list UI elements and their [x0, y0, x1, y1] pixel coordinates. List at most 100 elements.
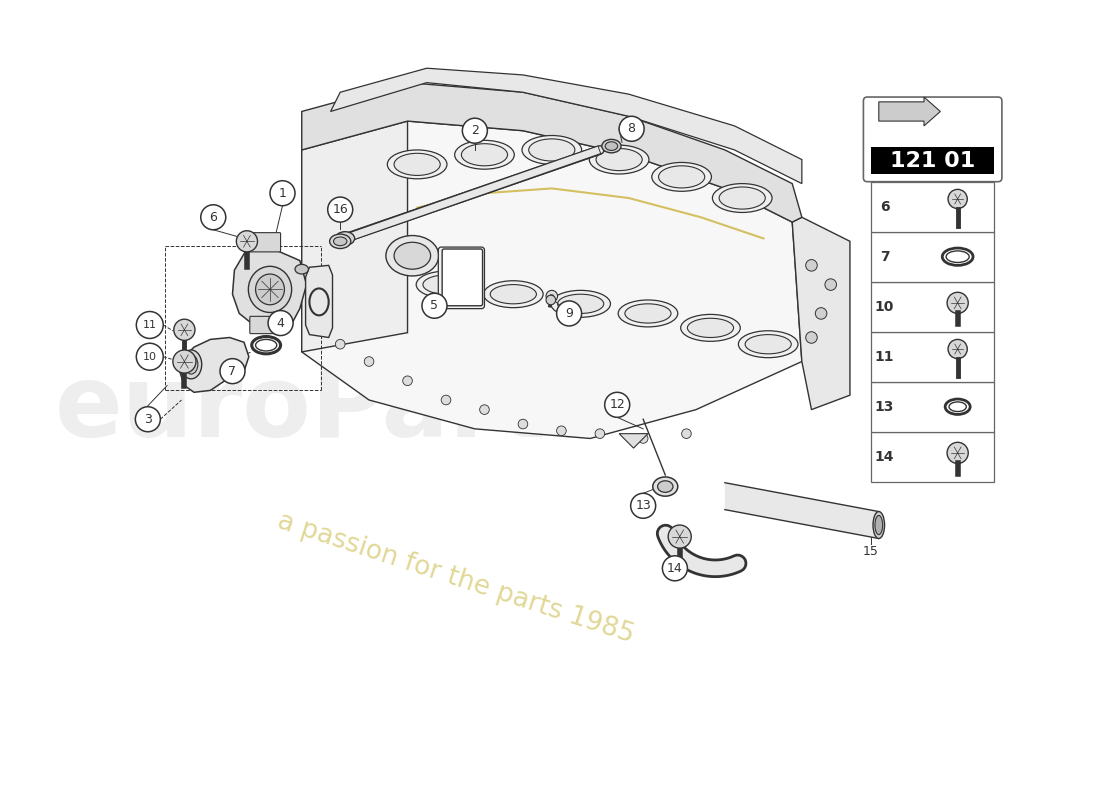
Polygon shape [179, 338, 249, 392]
Ellipse shape [602, 139, 621, 153]
Polygon shape [301, 121, 802, 438]
Bar [871, 182, 994, 232]
Text: 12: 12 [609, 398, 625, 411]
Ellipse shape [713, 184, 772, 213]
Ellipse shape [491, 285, 537, 304]
Text: 5: 5 [430, 299, 439, 312]
Polygon shape [232, 246, 307, 328]
Circle shape [518, 419, 528, 429]
Text: 15: 15 [864, 546, 879, 558]
Circle shape [805, 259, 817, 271]
Text: 7: 7 [880, 250, 890, 264]
Ellipse shape [558, 294, 604, 314]
Ellipse shape [416, 271, 476, 298]
Ellipse shape [249, 266, 292, 313]
Text: 3: 3 [144, 413, 152, 426]
Text: 16: 16 [332, 203, 348, 216]
Text: 4: 4 [276, 317, 285, 330]
Circle shape [815, 308, 827, 319]
Polygon shape [301, 82, 802, 222]
Ellipse shape [461, 144, 507, 166]
Ellipse shape [386, 235, 439, 276]
Ellipse shape [330, 234, 351, 249]
Circle shape [480, 405, 490, 414]
Ellipse shape [422, 275, 469, 294]
Circle shape [947, 292, 968, 314]
Text: 1: 1 [278, 186, 286, 200]
Circle shape [557, 301, 582, 326]
Circle shape [619, 116, 645, 142]
Circle shape [236, 230, 257, 252]
Circle shape [201, 205, 225, 230]
Ellipse shape [618, 300, 678, 327]
Text: 10: 10 [874, 300, 894, 314]
Text: 10: 10 [143, 352, 157, 362]
Ellipse shape [652, 477, 678, 496]
Circle shape [947, 442, 968, 463]
Ellipse shape [590, 145, 649, 174]
Circle shape [805, 332, 817, 343]
Ellipse shape [529, 139, 575, 161]
Polygon shape [725, 482, 879, 538]
Circle shape [173, 350, 196, 373]
Ellipse shape [522, 135, 582, 164]
Text: 6: 6 [880, 200, 890, 214]
Ellipse shape [333, 237, 346, 246]
Ellipse shape [652, 162, 712, 191]
Circle shape [948, 190, 967, 209]
Text: 11: 11 [143, 320, 157, 330]
Circle shape [638, 434, 648, 443]
Ellipse shape [719, 187, 766, 209]
Text: 2: 2 [471, 124, 478, 138]
Bar [871, 382, 994, 432]
FancyBboxPatch shape [438, 247, 484, 309]
Polygon shape [619, 434, 648, 448]
Circle shape [174, 319, 195, 340]
Circle shape [270, 181, 295, 206]
Circle shape [135, 406, 161, 432]
Ellipse shape [185, 354, 198, 374]
Circle shape [136, 311, 163, 338]
Circle shape [364, 357, 374, 366]
Circle shape [662, 556, 688, 581]
Polygon shape [879, 97, 940, 126]
Text: 7: 7 [229, 365, 236, 378]
Ellipse shape [681, 314, 740, 342]
Ellipse shape [454, 140, 515, 169]
Bar [871, 147, 994, 174]
FancyBboxPatch shape [864, 97, 1002, 182]
Circle shape [605, 392, 629, 418]
Bar [871, 282, 994, 332]
Circle shape [668, 525, 691, 548]
Polygon shape [331, 68, 802, 184]
Ellipse shape [949, 402, 966, 411]
Ellipse shape [605, 142, 618, 150]
Text: euroParts: euroParts [55, 361, 606, 458]
Ellipse shape [387, 150, 447, 178]
FancyBboxPatch shape [250, 316, 278, 334]
Ellipse shape [394, 242, 430, 270]
Polygon shape [301, 121, 407, 352]
Text: 14: 14 [874, 450, 894, 464]
Bar [871, 332, 994, 382]
Text: 9: 9 [565, 307, 573, 320]
Text: 8: 8 [628, 122, 636, 135]
Circle shape [220, 358, 245, 384]
Ellipse shape [874, 515, 882, 534]
Circle shape [136, 343, 163, 370]
Circle shape [948, 339, 967, 358]
Text: 14: 14 [667, 562, 683, 575]
Circle shape [441, 395, 451, 405]
Circle shape [546, 295, 556, 305]
Bar [871, 432, 994, 482]
Ellipse shape [295, 264, 308, 274]
Bar [871, 105, 994, 151]
Ellipse shape [255, 274, 285, 305]
Ellipse shape [946, 251, 969, 262]
Ellipse shape [551, 290, 611, 318]
Text: 121 01: 121 01 [890, 150, 976, 170]
Ellipse shape [658, 481, 673, 492]
Circle shape [422, 294, 447, 318]
Circle shape [403, 376, 412, 386]
Ellipse shape [745, 334, 791, 354]
